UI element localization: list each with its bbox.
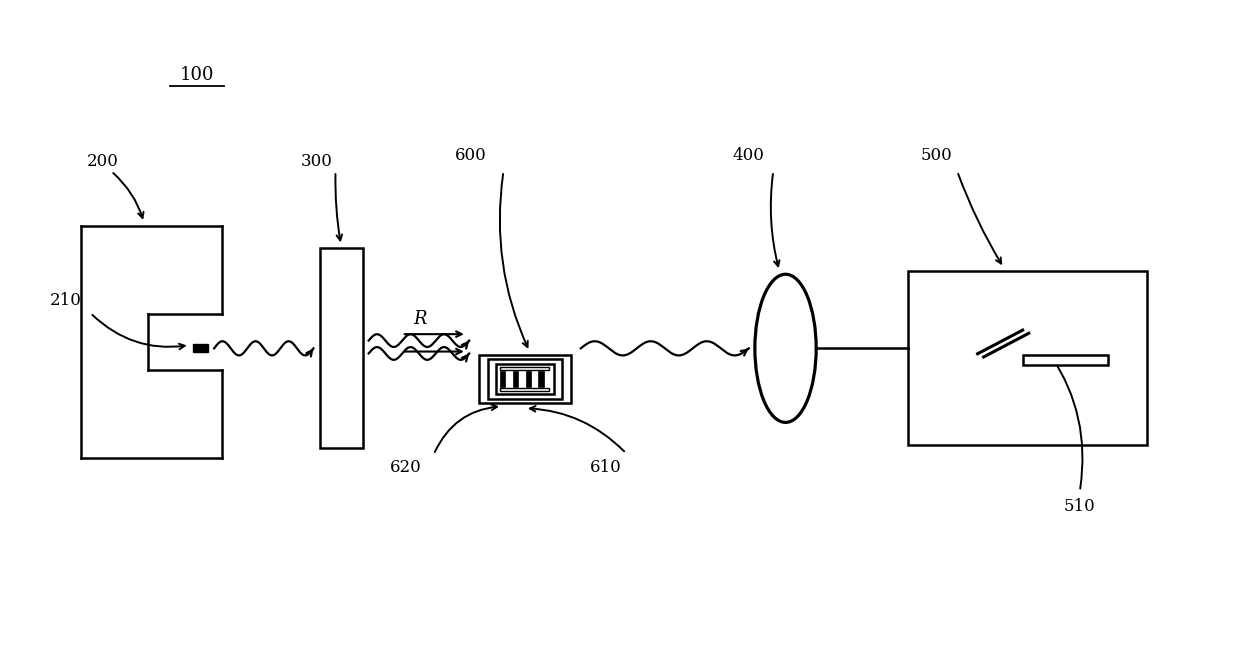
Bar bbox=[501, 388, 549, 391]
Text: 400: 400 bbox=[733, 147, 765, 164]
Bar bbox=[320, 249, 362, 448]
Bar bbox=[479, 355, 570, 403]
Bar bbox=[500, 370, 505, 388]
Bar bbox=[526, 370, 531, 388]
Ellipse shape bbox=[755, 274, 816, 422]
Text: 200: 200 bbox=[87, 153, 119, 170]
Text: 610: 610 bbox=[589, 459, 621, 476]
Text: 210: 210 bbox=[50, 291, 82, 309]
Text: 620: 620 bbox=[389, 459, 422, 476]
Text: 500: 500 bbox=[920, 147, 952, 164]
Bar bbox=[538, 370, 543, 388]
Text: 510: 510 bbox=[1064, 497, 1096, 515]
Bar bbox=[496, 364, 554, 394]
Text: 600: 600 bbox=[455, 147, 486, 164]
Bar bbox=[501, 367, 549, 370]
Bar bbox=[487, 359, 563, 399]
Bar bbox=[1023, 355, 1109, 365]
Bar bbox=[908, 271, 1147, 445]
Text: R: R bbox=[413, 311, 427, 328]
Text: 300: 300 bbox=[301, 153, 334, 170]
Text: 100: 100 bbox=[180, 66, 215, 84]
Bar bbox=[513, 370, 518, 388]
Bar bbox=[193, 344, 208, 352]
